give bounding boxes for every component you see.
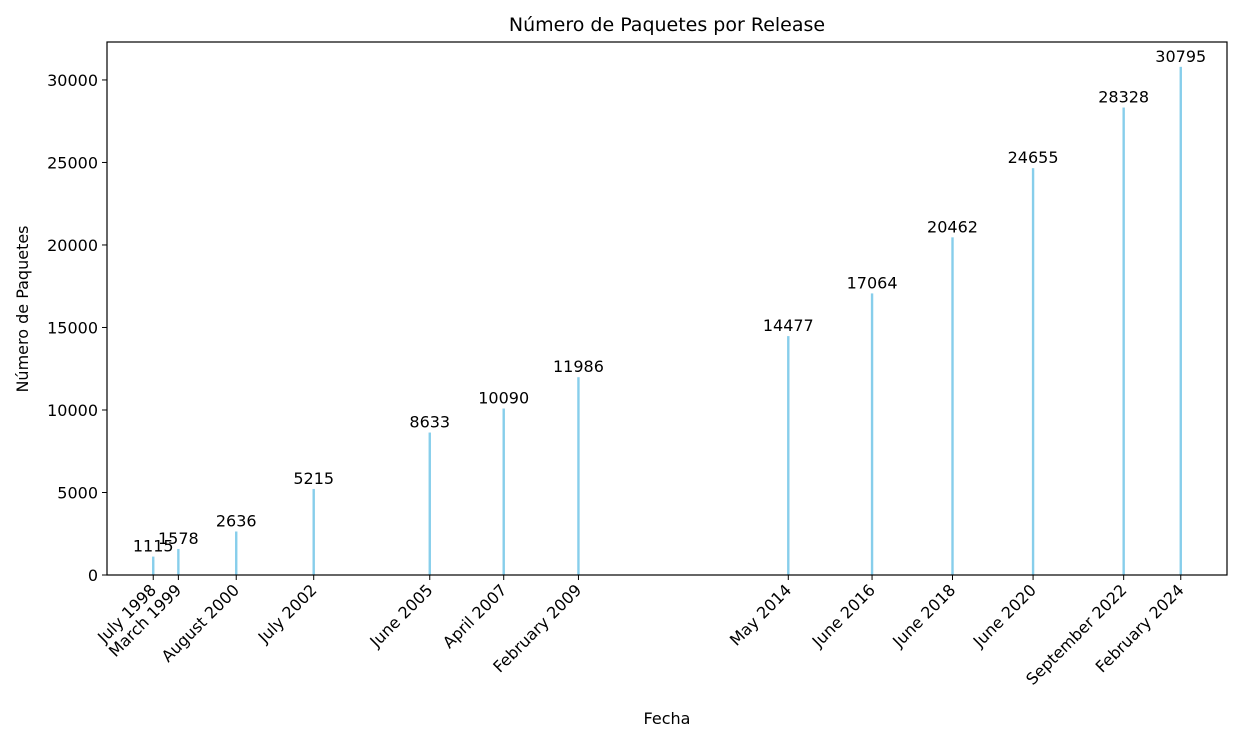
x-tick-label: May 2014	[726, 580, 795, 649]
bar	[1122, 107, 1125, 575]
y-tick-label: 30000	[47, 71, 98, 90]
y-tick-label: 20000	[47, 236, 98, 255]
y-tick-label: 10000	[47, 401, 98, 420]
data-label: 28328	[1098, 88, 1149, 107]
data-label: 11986	[553, 357, 604, 376]
data-label: 30795	[1155, 47, 1206, 66]
y-axis-label: Número de Paquetes	[13, 225, 32, 392]
data-label: 14477	[763, 316, 814, 335]
y-axis: 0 5000 10000 15000 20000 25000 30000	[47, 71, 107, 585]
y-tick-label: 25000	[47, 153, 98, 172]
bar	[951, 237, 954, 575]
bar	[787, 336, 790, 575]
x-tick-label: June 2005	[365, 580, 436, 651]
bar	[1179, 66, 1182, 575]
data-label: 1578	[158, 529, 199, 548]
x-tick-label: June 2016	[808, 580, 879, 651]
plot-frame	[106, 41, 1228, 576]
y-tick-label: 0	[88, 566, 98, 585]
data-label: 1115	[133, 537, 174, 556]
bar	[235, 531, 238, 575]
bars-group	[152, 66, 1182, 575]
y-tick-label: 5000	[57, 483, 98, 502]
bar	[312, 488, 315, 575]
chart-title: Número de Paquetes por Release	[509, 14, 825, 36]
bar	[152, 556, 155, 575]
bar	[1031, 168, 1035, 575]
x-axis-label: Fecha	[644, 709, 691, 728]
data-label: 20462	[927, 217, 978, 236]
data-label: 24655	[1008, 148, 1059, 167]
x-tick-label: June 2020	[969, 580, 1040, 651]
x-tick-label: April 2007	[439, 580, 511, 652]
bar	[177, 548, 180, 575]
bar	[502, 408, 505, 575]
x-tick-label: June 2018	[888, 580, 959, 651]
y-tick-label: 15000	[47, 318, 98, 337]
bar	[870, 293, 874, 575]
data-label: 5215	[293, 469, 334, 488]
bar	[428, 432, 431, 575]
data-label: 10090	[478, 388, 529, 407]
data-label: 8633	[409, 413, 450, 432]
bar	[577, 377, 580, 575]
x-tick-label: July 2002	[254, 580, 321, 647]
data-label: 2636	[216, 512, 257, 531]
x-tick-label: September 2022	[1022, 580, 1130, 688]
data-label: 17064	[847, 273, 898, 292]
